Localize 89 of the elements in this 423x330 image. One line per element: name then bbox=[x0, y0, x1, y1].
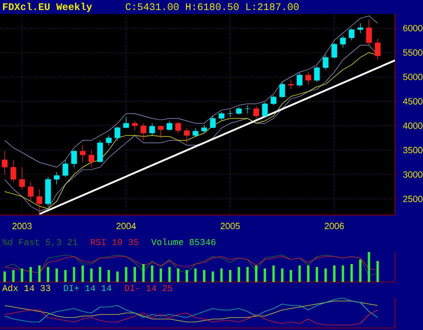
candlestick bbox=[357, 22, 364, 34]
candlestick bbox=[71, 150, 77, 168]
candlestick bbox=[175, 122, 182, 134]
bar bbox=[202, 270, 206, 282]
bar bbox=[3, 272, 6, 282]
bar bbox=[134, 267, 136, 282]
candlestick bbox=[80, 144, 86, 163]
bar bbox=[108, 270, 110, 282]
y-tick-label: 4000 bbox=[403, 122, 422, 129]
bar bbox=[359, 260, 362, 282]
candlestick bbox=[166, 120, 172, 131]
bar bbox=[298, 266, 301, 282]
bar bbox=[350, 264, 353, 282]
bar bbox=[116, 272, 119, 282]
candlestick bbox=[28, 182, 34, 202]
candlestick bbox=[262, 102, 268, 118]
y-tick-label: 3000 bbox=[403, 171, 422, 178]
candlestick bbox=[106, 135, 112, 146]
bar bbox=[186, 270, 188, 282]
bar bbox=[82, 266, 84, 282]
bar bbox=[307, 266, 310, 282]
candlestick bbox=[244, 104, 250, 114]
bar bbox=[290, 270, 292, 282]
text: Volume 85346 bbox=[151, 238, 216, 246]
candlestick bbox=[54, 172, 60, 185]
candlestick bbox=[296, 72, 302, 87]
chart-title: FDXcl.EU Weekly bbox=[3, 2, 92, 12]
candlestick bbox=[366, 19, 372, 46]
candlestick bbox=[305, 72, 312, 85]
x-tick-label: 2005 bbox=[220, 222, 240, 230]
bar bbox=[324, 268, 327, 282]
chart-subtitle: C:5431.00 H:6180.50 L:2187.00 bbox=[126, 3, 299, 10]
candlestick bbox=[158, 125, 164, 138]
bar bbox=[229, 270, 232, 282]
candlestick bbox=[140, 122, 146, 141]
x-tick-label: 2006 bbox=[324, 222, 344, 230]
bar bbox=[124, 267, 128, 282]
candlestick bbox=[149, 122, 155, 136]
bar bbox=[376, 261, 379, 282]
bar bbox=[150, 266, 154, 282]
bar bbox=[12, 270, 15, 282]
x-tick-label: 2003 bbox=[12, 222, 32, 230]
bar bbox=[90, 268, 93, 282]
candlestick bbox=[36, 188, 42, 214]
x-tick-label: 2004 bbox=[116, 222, 136, 230]
bar bbox=[333, 266, 336, 282]
candlestick bbox=[314, 66, 320, 82]
bar bbox=[272, 266, 275, 282]
candlestick bbox=[184, 128, 190, 144]
candlestick bbox=[88, 150, 94, 168]
candlestick bbox=[348, 28, 354, 41]
y-tick-label: 5500 bbox=[403, 49, 422, 56]
bar bbox=[255, 266, 258, 282]
text: DI- 14 25 bbox=[124, 284, 172, 292]
candlestick bbox=[374, 38, 381, 60]
series-label: %d Fast 5,3 21 bbox=[2, 238, 78, 247]
candlestick bbox=[19, 166, 25, 190]
candlestick bbox=[2, 150, 8, 175]
candlestick bbox=[114, 126, 120, 141]
y-tick-label: 4500 bbox=[403, 98, 422, 105]
candlestick bbox=[340, 35, 346, 48]
series-label: Adx 14 33 bbox=[2, 284, 50, 292]
bar bbox=[176, 268, 180, 282]
y-tick-label: 5000 bbox=[403, 74, 422, 80]
candlestick bbox=[270, 95, 276, 106]
bar bbox=[64, 270, 67, 282]
candlestick bbox=[132, 120, 138, 131]
y-tick-label: 6000 bbox=[403, 24, 422, 32]
candlestick bbox=[10, 160, 16, 182]
series-label: RSI 10 35 bbox=[90, 238, 138, 246]
bar bbox=[316, 267, 318, 282]
y-tick-label: 3500 bbox=[403, 146, 422, 154]
candlestick bbox=[210, 116, 216, 128]
bar bbox=[238, 267, 240, 282]
bar bbox=[30, 267, 32, 282]
bar bbox=[56, 268, 58, 282]
candlestick bbox=[97, 140, 103, 163]
candlestick bbox=[288, 79, 294, 90]
candlestick bbox=[279, 82, 286, 98]
bar bbox=[281, 268, 284, 282]
candlestick bbox=[62, 160, 68, 178]
candlestick bbox=[322, 54, 328, 70]
series-label: DI+ 14 14 bbox=[64, 285, 112, 291]
candlestick bbox=[253, 106, 260, 119]
bar bbox=[46, 267, 50, 282]
bar bbox=[212, 272, 214, 282]
candlestick bbox=[331, 42, 338, 59]
bar bbox=[264, 268, 266, 282]
y-tick-label: 2500 bbox=[403, 196, 422, 202]
